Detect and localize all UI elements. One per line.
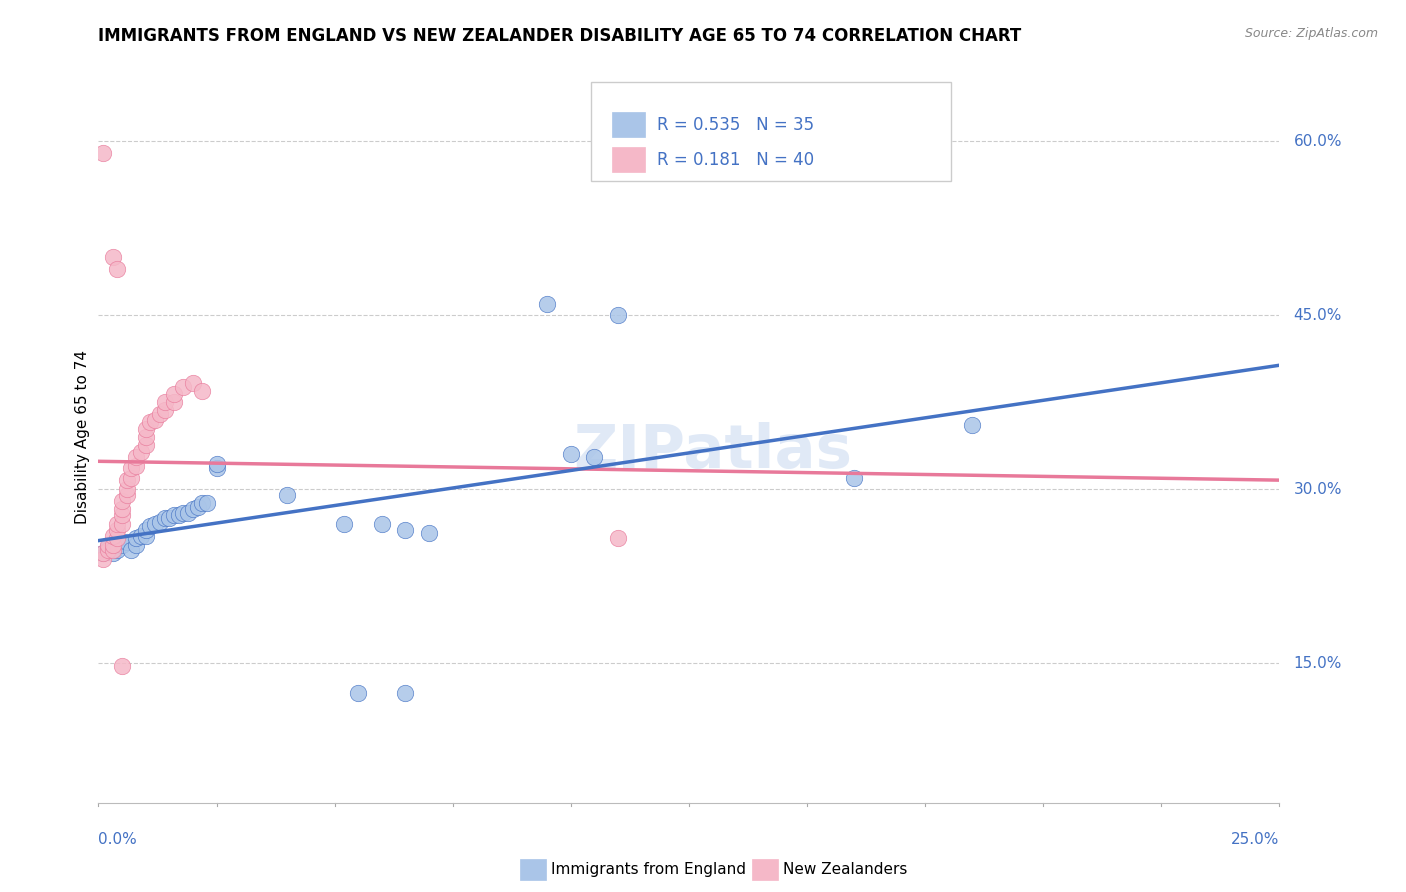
Point [101,250,124,264]
Point [121,461,143,475]
Point [105,531,128,545]
Point [153,403,176,417]
Point [172,380,194,394]
Point [195,496,218,510]
Point [115,488,138,502]
Point [135,523,157,537]
Text: 0.0%: 0.0% [98,832,138,847]
Point [191,384,214,398]
Point [333,517,356,532]
Text: 60.0%: 60.0% [1294,134,1343,149]
Point [149,515,172,529]
Point [181,502,204,516]
Text: 45.0%: 45.0% [1294,308,1341,323]
Point [101,546,124,560]
Point [418,526,440,541]
Point [560,448,582,462]
Point [394,523,416,537]
Point [163,387,186,401]
Point [153,395,176,409]
Text: New Zealanders: New Zealanders [783,863,907,877]
Point [143,517,166,532]
Point [187,500,209,514]
Point [121,471,143,485]
Point [101,542,124,557]
Bar [612,147,645,172]
Point [105,523,128,537]
Point [135,529,157,543]
Point [111,658,134,673]
Point [125,459,148,474]
Point [135,422,157,436]
Point [115,483,138,497]
Text: 15.0%: 15.0% [1294,656,1341,671]
Point [125,538,148,552]
Point [121,542,143,557]
Text: 25.0%: 25.0% [1232,832,1279,847]
Point [97,542,120,557]
Point [139,415,162,429]
Point [115,534,138,549]
Point [167,508,190,522]
Text: R = 0.535   N = 35: R = 0.535 N = 35 [657,116,814,134]
Point [163,395,186,409]
Point [149,407,172,421]
FancyBboxPatch shape [591,82,950,181]
Point [139,519,162,533]
Text: ZIPatlas: ZIPatlas [574,422,852,481]
Text: IMMIGRANTS FROM ENGLAND VS NEW ZEALANDER DISABILITY AGE 65 TO 74 CORRELATION CHA: IMMIGRANTS FROM ENGLAND VS NEW ZEALANDER… [98,27,1022,45]
Point [181,376,204,390]
Point [91,552,114,566]
Point [276,488,298,502]
Point [844,471,866,485]
Point [135,430,157,444]
Point [111,502,134,516]
Point [394,685,416,699]
Point [101,538,124,552]
Point [115,473,138,487]
Text: R = 0.181   N = 40: R = 0.181 N = 40 [657,151,814,169]
Point [536,296,558,310]
Point [91,546,114,560]
Point [105,517,128,532]
Point [129,445,152,459]
Point [607,531,630,545]
Point [97,541,120,555]
Point [205,457,228,471]
Point [129,529,152,543]
Point [97,538,120,552]
Y-axis label: Disability Age 65 to 74: Disability Age 65 to 74 [75,350,90,524]
Point [583,450,606,464]
Point [111,508,134,522]
Text: 30.0%: 30.0% [1294,482,1343,497]
Point [371,517,394,532]
Point [91,145,114,160]
Point [962,418,984,433]
Point [191,496,214,510]
Point [205,461,228,475]
Point [111,494,134,508]
Text: Immigrants from England: Immigrants from England [551,863,747,877]
Point [91,546,114,560]
Point [143,412,166,426]
Point [101,529,124,543]
Point [607,308,630,322]
Point [125,531,148,545]
Point [177,506,200,520]
Point [105,542,128,557]
Point [111,538,134,552]
Point [125,450,148,464]
Point [135,438,157,452]
Point [105,261,128,276]
Point [153,511,176,525]
Point [157,511,180,525]
Text: Source: ZipAtlas.com: Source: ZipAtlas.com [1244,27,1378,40]
Point [347,685,370,699]
Point [111,517,134,532]
Point [163,508,186,522]
Bar [612,112,645,137]
Point [172,506,194,520]
